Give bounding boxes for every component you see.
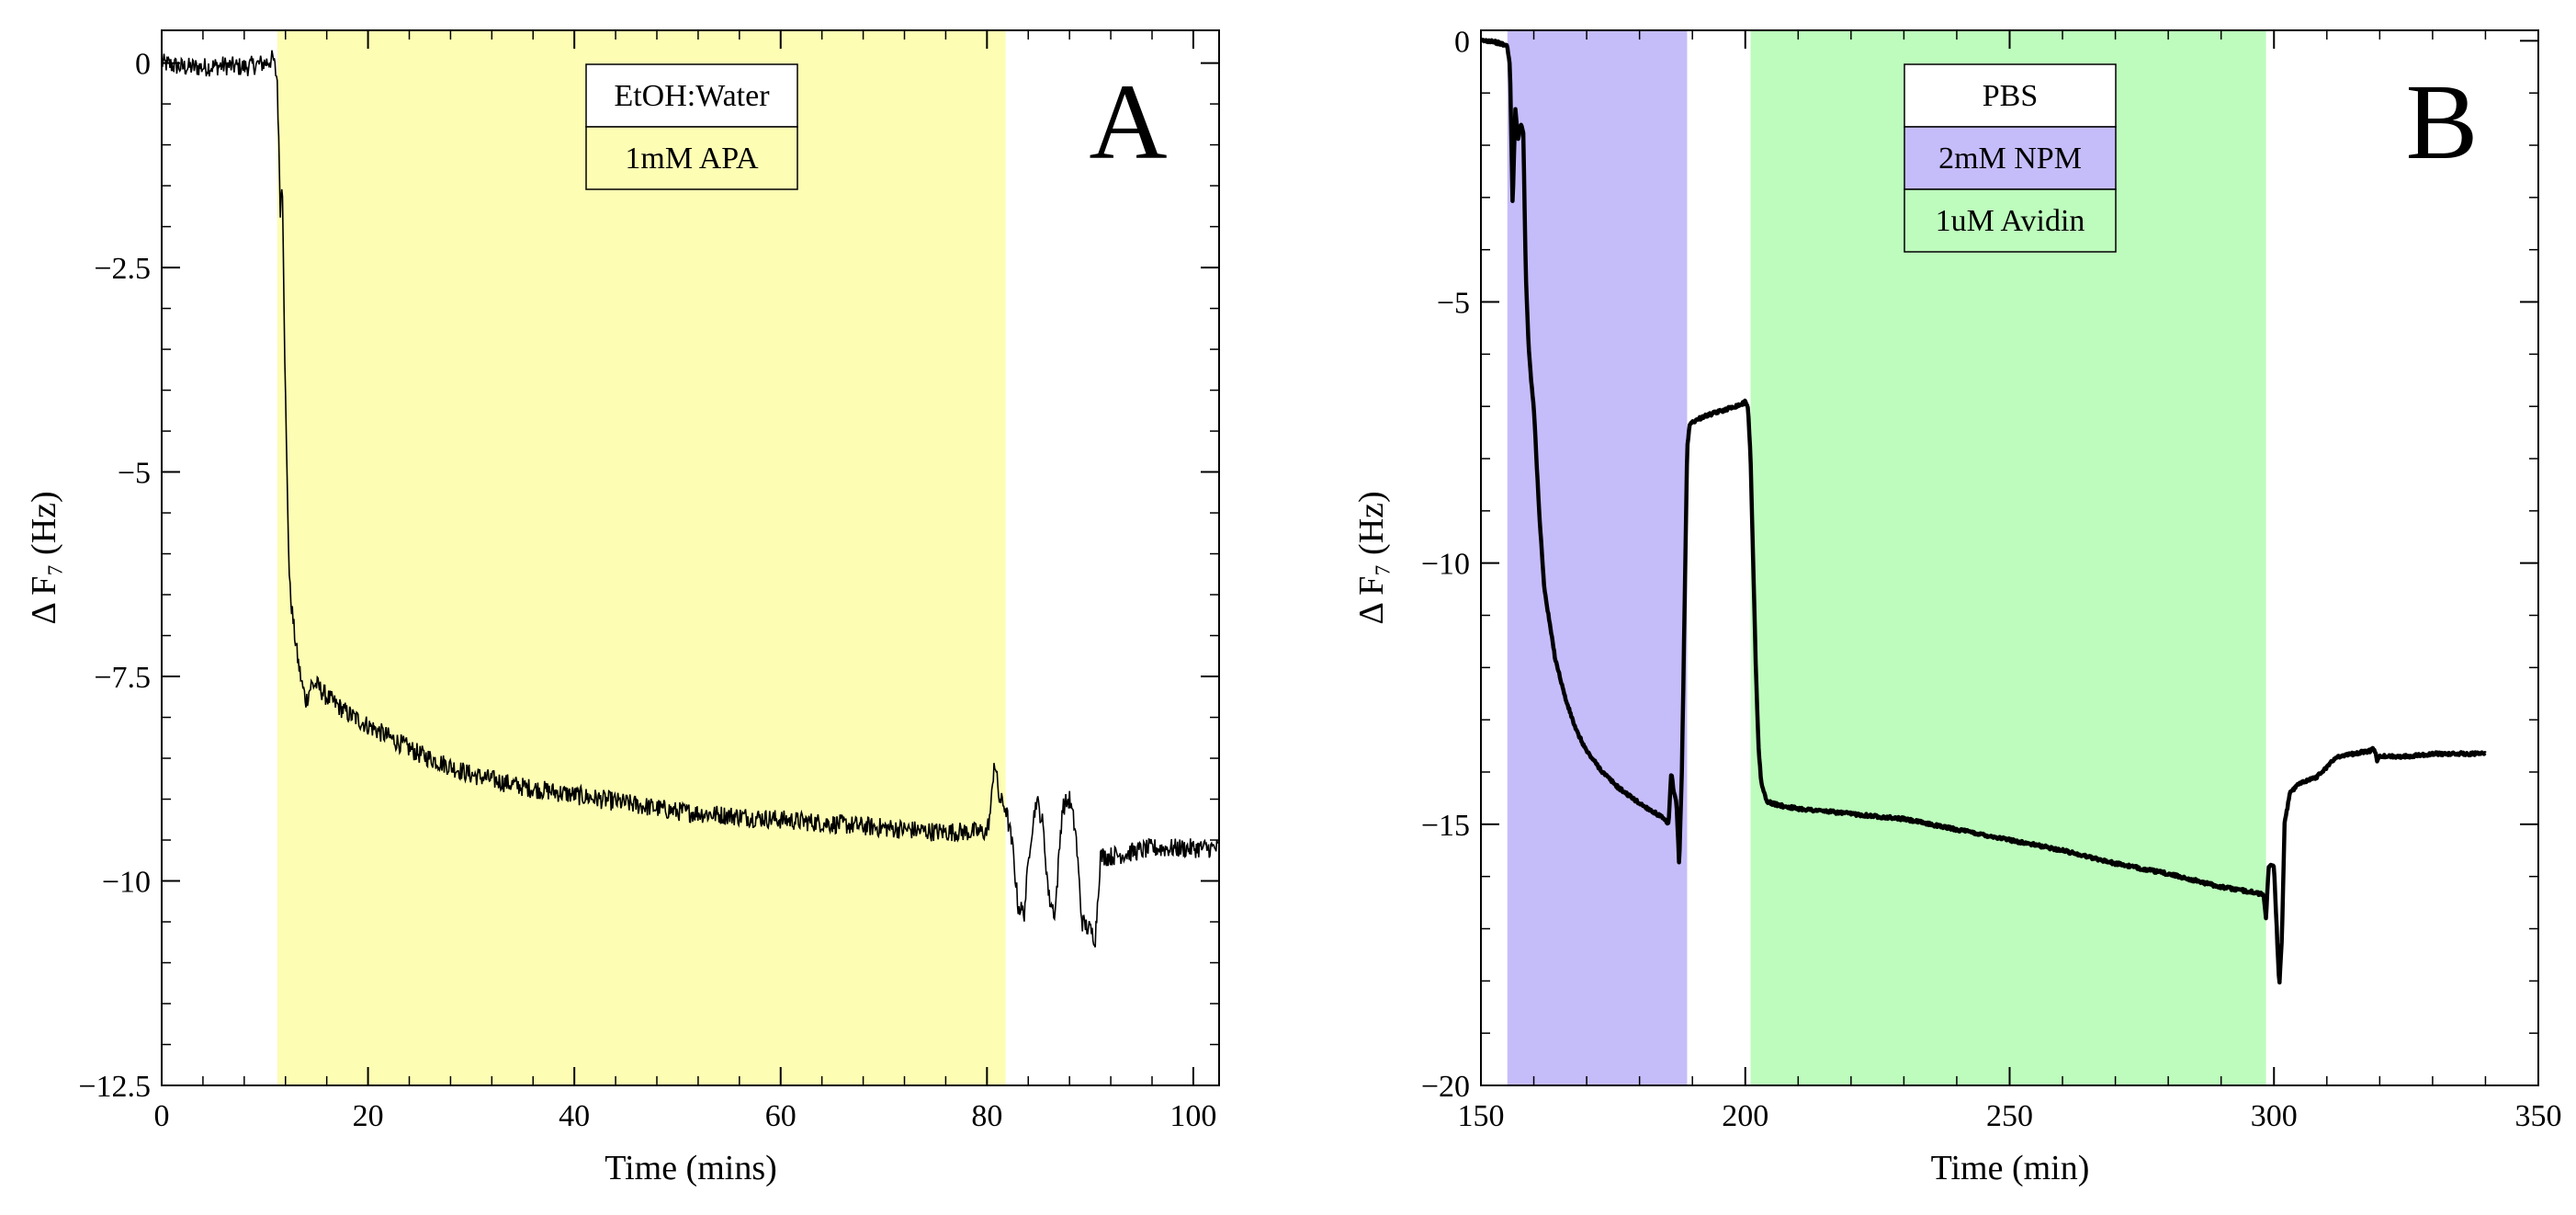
panel-b-plot-frame: [1480, 29, 2539, 1086]
panel-a-ytick-label: −2.5: [94, 252, 151, 286]
panel-b-xtick-label: 300: [2251, 1099, 2298, 1133]
panel-a-label: A: [1089, 62, 1167, 182]
panel-a-ytick-label: −5: [118, 457, 151, 491]
panel-b-y-axis-label: Δ F₇ (Hz): [1352, 491, 1391, 624]
panel-a-ytick-label: −12.5: [78, 1070, 151, 1104]
panel-b-legend-label-2: 1uM Avidin: [1936, 204, 2085, 238]
panel-b-shaded-regions: [1507, 30, 2266, 1085]
panel-a-legend-label-1: 1mM APA: [625, 142, 759, 176]
panel-a-xtick-label: 80: [971, 1099, 1002, 1133]
panel-a-shaded-regions: [277, 30, 1006, 1085]
panel-a-x-axis-label: Time (mins): [604, 1149, 777, 1187]
panel-b-ytick-label: −5: [1437, 287, 1470, 321]
panel-a-x-gridticks: 0 20 40 60 80 100: [154, 30, 1216, 1133]
panel-b-x-axis-label: Time (min): [1931, 1149, 2090, 1187]
panel-a-data-line: [161, 50, 1220, 948]
panel-b-data-line: [1479, 37, 2487, 985]
panel-a-ytick-label: 0: [135, 48, 151, 82]
panel-a-legend: EtOH:Water 1mM APA: [585, 63, 798, 190]
panel-b-xtick-label: 350: [2515, 1099, 2562, 1133]
panel-b-legend-swatch-1: [1904, 126, 2117, 190]
panel-b: 0 −5 −10 −15 −20 150 200 250 300 350 PBS 2mM NPM…: [1352, 25, 2562, 1187]
panel-b-ytick-label: −10: [1421, 548, 1470, 582]
panel-a-xtick-label: 60: [765, 1099, 797, 1133]
panel-b-y-gridticks: 0 −5 −10 −15 −20: [1421, 25, 2538, 1104]
panel-b-ytick-label: −20: [1421, 1070, 1470, 1104]
panel-a-legend-swatch-0: [585, 63, 798, 128]
panel-a-ytick-label: −10: [102, 866, 151, 900]
panel-b-label: B: [2406, 62, 2479, 182]
panel-b-xtick-label: 200: [1722, 1099, 1768, 1133]
panel-b-legend-label-1: 2mM NPM: [1938, 142, 2082, 176]
panel-a-xtick-label: 0: [154, 1099, 170, 1133]
panel-b-ytick-label: 0: [1454, 25, 1470, 59]
panel-b-legend-label-0: PBS: [1983, 79, 2039, 113]
panel-a-xtick-label: 20: [353, 1099, 384, 1133]
panel-a-legend-label-0: EtOH:Water: [614, 79, 770, 113]
panel-b-shaded-region-0: [1507, 30, 1688, 1085]
panel-a-plot-frame: [161, 29, 1220, 1086]
panel-b-ytick-label: −15: [1421, 809, 1470, 843]
panel-b-x-gridticks: 150 200 250 300 350: [1458, 30, 2562, 1133]
panel-b-legend: PBS 2mM NPM 1uM Avidin: [1904, 63, 2117, 253]
panel-a: 0 −2.5 −5 −7.5 −10 −12.5 0 20 40 60 80 100 EtOH:Wa…: [25, 29, 1220, 1187]
panel-b-xtick-label: 250: [1986, 1099, 2033, 1133]
panel-a-legend-swatch-1: [585, 126, 798, 190]
panel-b-legend-swatch-0: [1904, 63, 2117, 128]
panel-a-xtick-label: 100: [1169, 1099, 1216, 1133]
panel-a-xtick-label: 40: [559, 1099, 590, 1133]
panel-b-xtick-label: 150: [1458, 1099, 1505, 1133]
panel-b-legend-swatch-2: [1904, 188, 2117, 253]
panel-a-shaded-region-0: [277, 30, 1006, 1085]
panel-a-y-gridticks: 0 −2.5 −5 −7.5 −10 −12.5: [78, 48, 1219, 1104]
panel-a-y-axis-label: Δ F₇ (Hz): [25, 491, 63, 624]
panel-a-ytick-label: −7.5: [94, 661, 151, 695]
